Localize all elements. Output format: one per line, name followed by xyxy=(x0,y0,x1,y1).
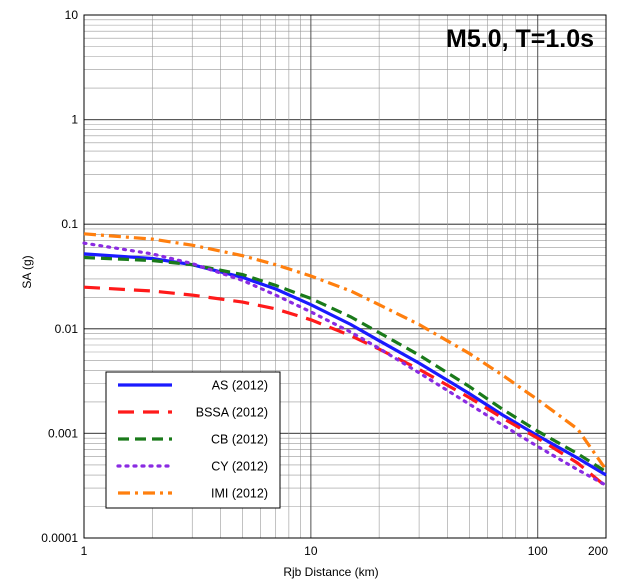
chart-title: M5.0, T=1.0s xyxy=(446,25,594,53)
x-tick-labels: 1 10 100 200 xyxy=(81,544,609,558)
y-tick-label: 0.0001 xyxy=(41,531,78,545)
y-tick-label: 10 xyxy=(65,8,79,22)
legend: AS (2012) BSSA (2012) CB (2012) CY (2012) IM… xyxy=(105,371,281,509)
y-tick-label: 0.1 xyxy=(61,217,78,231)
y-axis-label: SA (g) xyxy=(20,255,34,288)
plot-frame xyxy=(83,14,607,539)
x-tick-label: 1 xyxy=(81,544,88,558)
legend-label: IMI (2012) xyxy=(211,487,268,501)
y-tick-labels: 0.0001 0.001 0.01 0.1 1 10 xyxy=(41,8,78,545)
x-tick-label: 10 xyxy=(304,544,318,558)
legend-label: BSSA (2012) xyxy=(196,406,268,420)
x-tick-label: 200 xyxy=(588,544,608,558)
series-line-3 xyxy=(83,255,607,474)
series-line-4 xyxy=(82,241,608,487)
series-line-2 xyxy=(83,285,608,488)
y-tick-label: 1 xyxy=(71,113,78,127)
y-tick-label: 0.001 xyxy=(48,426,78,440)
x-tick-label: 100 xyxy=(528,544,548,558)
y-tick-label: 0.01 xyxy=(55,322,79,336)
x-axis-label: Rjb Distance (km) xyxy=(283,565,378,579)
series-line-5 xyxy=(83,232,608,471)
legend-label: CY (2012) xyxy=(211,460,268,474)
legend-label: CB (2012) xyxy=(211,433,268,447)
legend-label: AS (2012) xyxy=(212,379,268,393)
series-lines xyxy=(82,232,608,488)
